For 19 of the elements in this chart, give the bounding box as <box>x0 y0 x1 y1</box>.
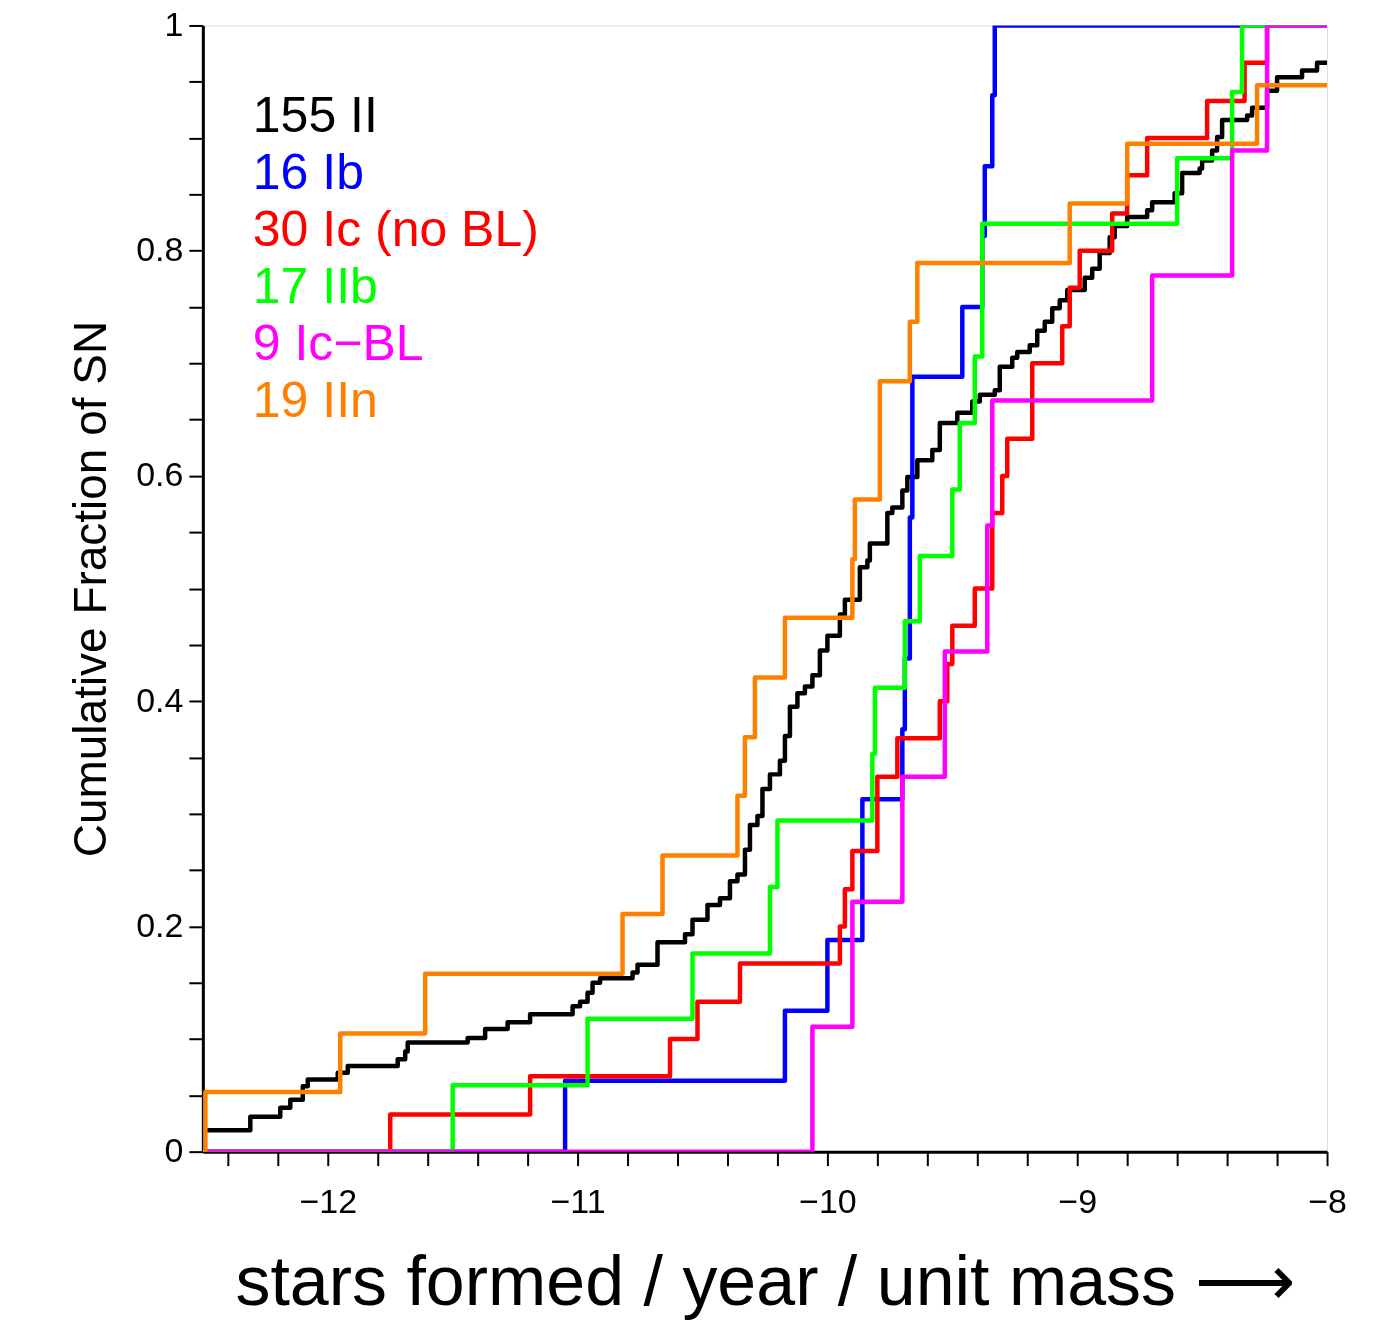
text: 9 Ic−BL <box>252 315 424 372</box>
text: 30 Ic (no BL) <box>252 201 539 258</box>
text: 155 II <box>252 87 378 144</box>
x-tick-label: −8 <box>1308 1182 1347 1221</box>
y-axis-title: Cumulative Fraction of SN <box>64 320 117 858</box>
x-axis-title: stars formed / year / unit mass ⟶ <box>235 1242 1296 1321</box>
x-tick-label: −10 <box>799 1182 857 1221</box>
text: 16 Ib <box>252 144 364 201</box>
y-tick-label: 0.8 <box>136 230 184 269</box>
y-tick-label: 0 <box>164 1131 184 1170</box>
text: 19 IIn <box>252 372 378 429</box>
y-tick-label: 0.2 <box>136 905 184 944</box>
x-tick-label: −12 <box>299 1182 358 1221</box>
y-tick-label: 0.4 <box>136 680 184 719</box>
y-tick-label: 1 <box>164 4 184 43</box>
y-tick-label: 0.6 <box>136 455 184 494</box>
text: 17 IIb <box>252 258 378 315</box>
x-tick-label: −9 <box>1058 1182 1098 1221</box>
x-tick-label: −11 <box>550 1182 606 1221</box>
